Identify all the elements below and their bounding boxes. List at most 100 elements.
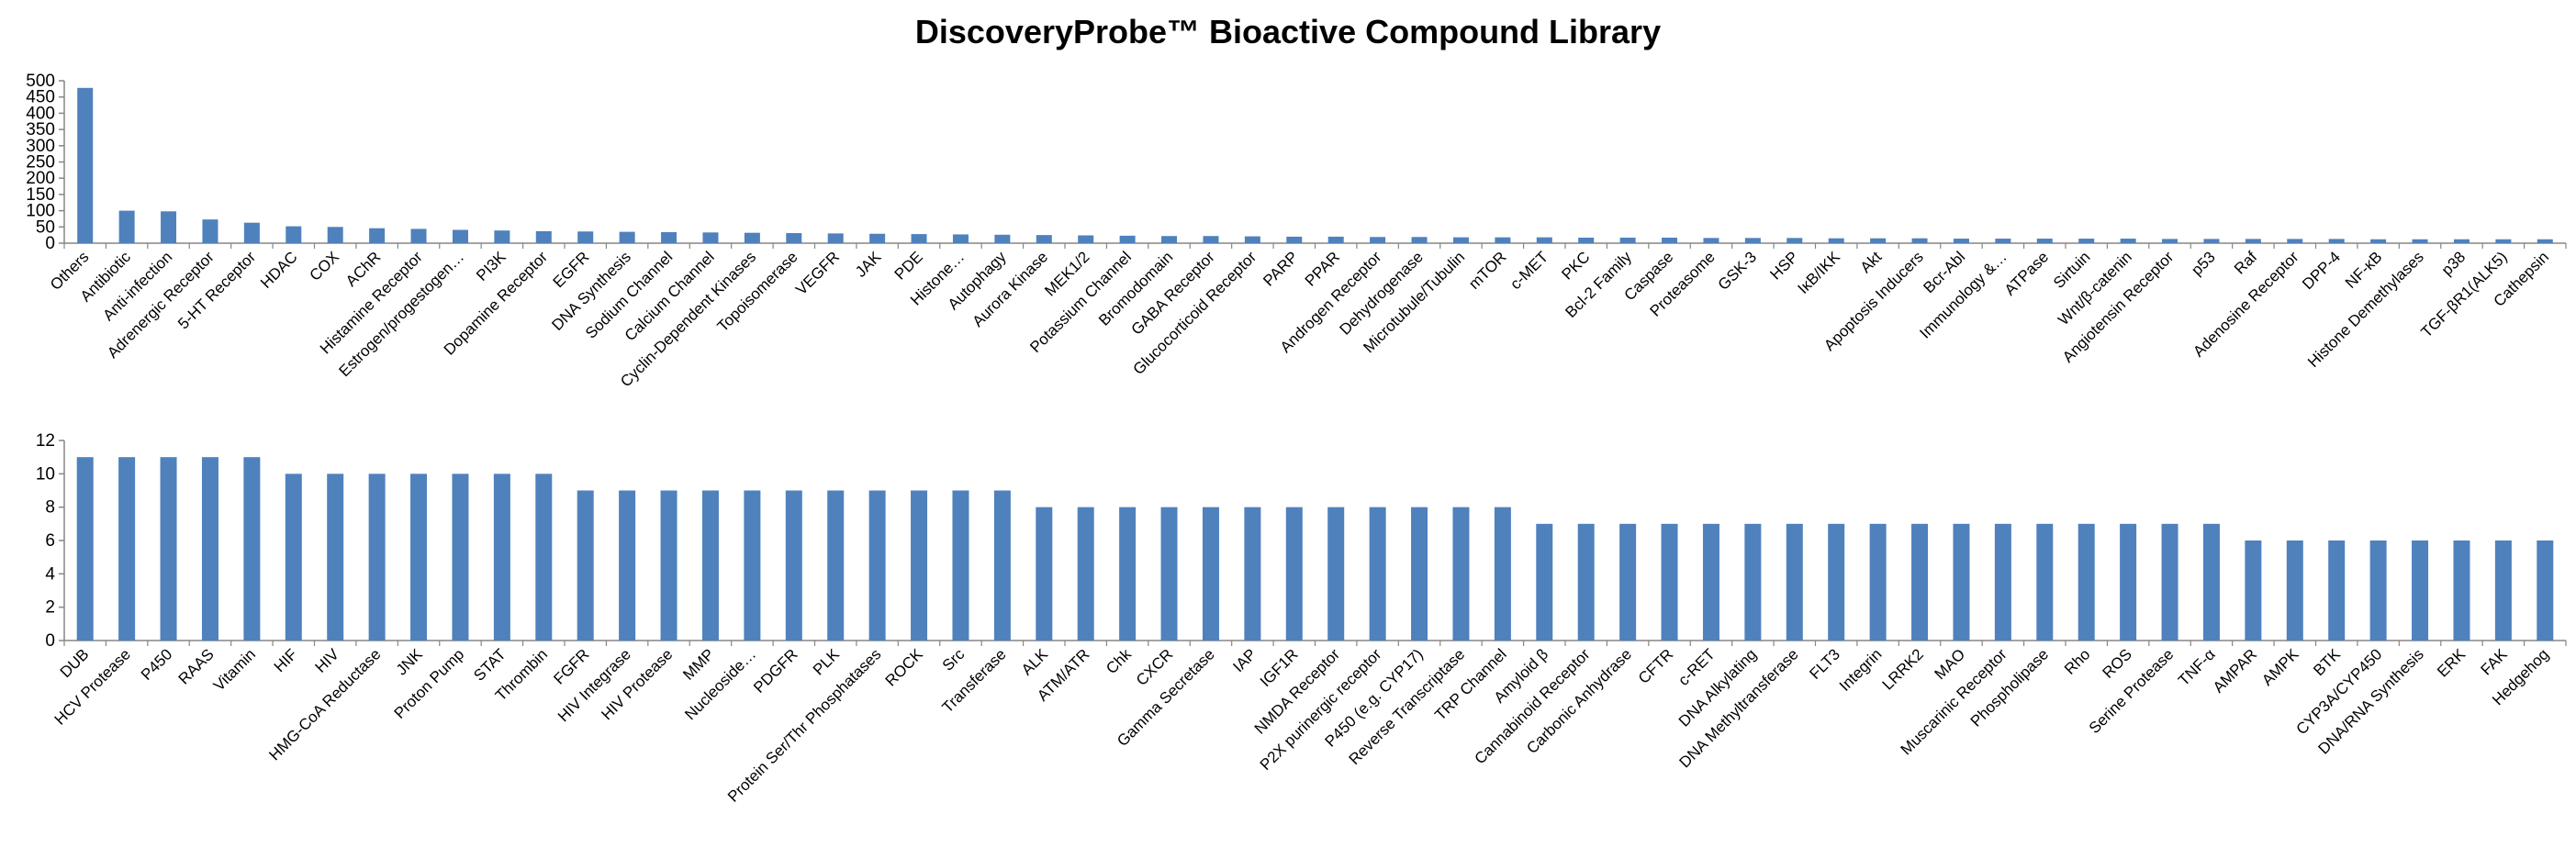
bar (2078, 523, 2095, 641)
bar (2494, 541, 2512, 641)
category-label: PKC (1558, 248, 1593, 283)
bar (619, 231, 635, 243)
category-label: PDE (891, 248, 926, 283)
y-tick-label: 500 (26, 72, 55, 91)
bar (535, 474, 553, 641)
bar (410, 474, 428, 641)
bar (993, 490, 1011, 641)
bar (1828, 523, 1845, 641)
category-label: ERK (2434, 645, 2470, 681)
bar (1619, 237, 1636, 243)
bar (1744, 523, 1762, 641)
bar (577, 231, 594, 243)
bar (1286, 236, 1303, 243)
bar (911, 234, 927, 243)
bar (1536, 237, 1552, 243)
bar (202, 219, 218, 243)
bar (952, 234, 969, 243)
bar (2537, 541, 2554, 641)
bar (369, 228, 386, 243)
category-label: PLK (810, 645, 844, 679)
bar (1285, 507, 1303, 641)
chart-title: DiscoveryProbe™ Bioactive Compound Libra… (914, 13, 1662, 50)
y-tick-label: 400 (26, 104, 55, 123)
bar (1578, 237, 1595, 243)
bar (118, 210, 135, 243)
bar (1244, 507, 1261, 641)
category-label: ROCK (882, 645, 927, 690)
category-label: GSK-3 (1715, 248, 1761, 294)
category-label: c-MET (1506, 248, 1551, 293)
bar (452, 229, 468, 243)
bar (2245, 239, 2261, 243)
category-label: HIV (312, 645, 343, 676)
bar (2287, 239, 2303, 243)
bar (493, 474, 510, 641)
bar (1369, 507, 1386, 641)
bar (2453, 239, 2470, 243)
category-label: COX (307, 248, 342, 284)
bar (1828, 238, 1844, 243)
bar (744, 490, 761, 641)
y-tick-label: 450 (26, 88, 55, 107)
bar (2328, 239, 2345, 243)
bar (1786, 238, 1803, 243)
bar (1953, 239, 1969, 243)
bar (285, 474, 302, 641)
bar (2245, 541, 2262, 641)
bar (1411, 237, 1428, 243)
bar (286, 226, 302, 243)
bar (1953, 523, 1970, 641)
category-label: HIF (271, 645, 301, 675)
bar (1161, 236, 1178, 243)
category-label: HIV Integrase (554, 645, 634, 725)
category-label: BTK (2310, 645, 2344, 679)
y-tick-label: 100 (26, 202, 55, 221)
bar (77, 87, 94, 244)
y-tick-label: 0 (45, 631, 55, 651)
bar (1911, 523, 1929, 641)
bar (1702, 523, 1719, 641)
category-label: VEGFR (792, 248, 843, 298)
y-tick-label: 8 (45, 498, 55, 518)
category-label: DPP-4 (2299, 248, 2344, 293)
bar (702, 232, 719, 243)
bar (2120, 523, 2137, 641)
bar (2203, 239, 2220, 243)
category-label: Src (939, 645, 969, 674)
y-tick-label: 10 (36, 464, 55, 484)
bar (1494, 507, 1511, 641)
category-label: HDAC (257, 248, 300, 291)
bar (1327, 236, 1344, 243)
top-bar-chart: 050100150200250300350400450500OthersAnti… (26, 72, 2567, 390)
bar (1452, 507, 1470, 641)
bar (869, 233, 886, 243)
category-label: Vitamin (210, 645, 259, 694)
y-tick-label: 300 (26, 137, 55, 156)
bar (619, 490, 636, 641)
category-label: P450 (138, 645, 176, 684)
bar (535, 230, 552, 243)
bar (2412, 239, 2428, 243)
bar (744, 232, 760, 243)
y-tick-label: 4 (45, 564, 55, 584)
bar (1244, 236, 1260, 243)
category-label: Akt (1857, 248, 1886, 276)
category-label: FAK (2478, 645, 2512, 679)
bar (1078, 235, 1094, 243)
category-label: MAO (1931, 645, 1968, 683)
bar (2328, 541, 2346, 641)
bar (1370, 237, 1386, 243)
category-label: HCV Protease (51, 645, 134, 728)
category-label: Integrin (1836, 645, 1886, 695)
bar (1870, 238, 1887, 243)
bar (452, 474, 469, 641)
bar (1995, 239, 2011, 243)
bar (2202, 523, 2220, 641)
bar (577, 490, 594, 641)
bar (2036, 239, 2053, 243)
y-tick-label: 50 (36, 217, 55, 237)
category-label: PARP (1260, 248, 1301, 289)
category-label: Aurora Kinase (969, 248, 1052, 330)
